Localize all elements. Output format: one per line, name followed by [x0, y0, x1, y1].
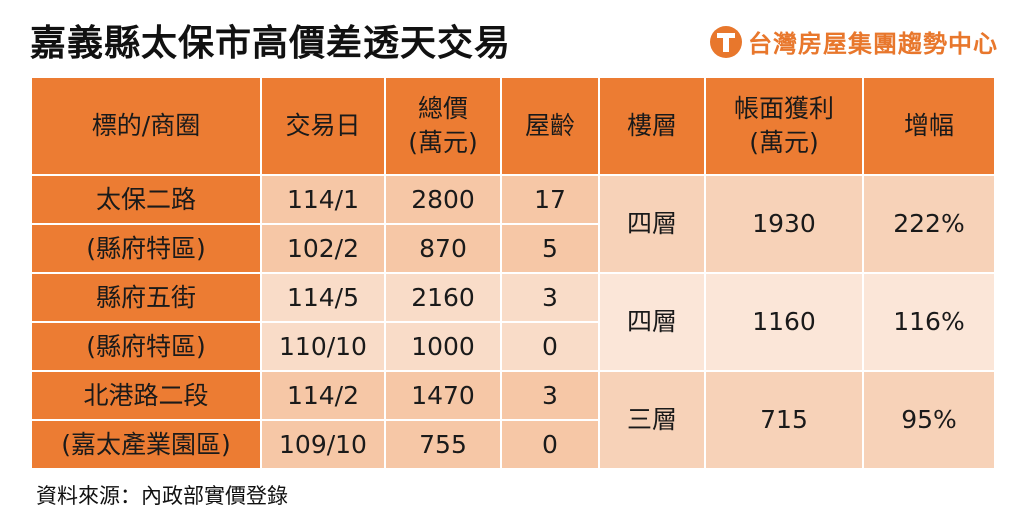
total-price: 2800: [384, 174, 502, 225]
header-profit-line1: 帳面獲利: [733, 94, 834, 124]
trade-date: 114/1: [260, 174, 386, 225]
header-increase: 增幅: [862, 76, 996, 176]
table-row: (縣府特區) 110/10 1000 0: [30, 321, 995, 372]
trade-date: 114/2: [260, 370, 386, 421]
header-profit: 帳面獲利 (萬元): [704, 76, 864, 176]
profit: 1930: [704, 174, 864, 274]
trade-date: 110/10: [260, 321, 386, 372]
profit: 715: [704, 370, 864, 470]
target-area: (嘉太產業園區): [30, 419, 262, 470]
table-row: 北港路二段 114/2 1470 3 三層 715 95%: [30, 370, 996, 470]
floors: 四層: [598, 174, 706, 274]
target-area: (縣府特區): [30, 321, 262, 372]
total-price: 870: [384, 223, 502, 274]
brand-name: 台灣房屋集團趨勢中心: [748, 30, 998, 58]
data-source-note: 資料來源：內政部實價登錄: [36, 484, 288, 508]
total-price: 755: [384, 419, 502, 470]
table-header-row: 標的/商圈 交易日 總價 (萬元) 屋齡 樓層 帳面獲利 (萬元) 增幅: [30, 76, 996, 176]
page-title: 嘉義縣太保市高價差透天交易: [30, 23, 512, 64]
t-logo-icon: [710, 25, 742, 58]
profit: 1160: [704, 272, 864, 372]
table-row: 太保二路 114/1 2800 17 四層 1930 222%: [30, 174, 996, 274]
transaction-table: 標的/商圈 交易日 總價 (萬元) 屋齡 樓層 帳面獲利 (萬元) 增幅 太保二…: [30, 76, 996, 470]
house-age: 0: [500, 419, 600, 470]
table-row: (縣府特區) 102/2 870 5: [30, 223, 995, 274]
floors: 三層: [598, 370, 706, 470]
header-price-line2: (萬元): [408, 128, 478, 157]
increase: 222%: [862, 174, 996, 274]
trade-date: 114/5: [260, 272, 386, 323]
table-row: (嘉太產業園區) 109/10 755 0: [30, 419, 995, 470]
floors: 四層: [598, 272, 706, 372]
trade-date: 109/10: [260, 419, 386, 470]
house-age: 5: [500, 223, 600, 274]
brand-logo: 台灣房屋集團趨勢中心: [710, 24, 998, 59]
total-price: 1000: [384, 321, 502, 372]
header-age: 屋齡: [500, 76, 600, 176]
header-date: 交易日: [260, 76, 386, 176]
house-age: 17: [500, 174, 600, 225]
total-price: 1470: [384, 370, 502, 421]
house-age: 3: [500, 370, 600, 421]
header-floors: 樓層: [598, 76, 706, 176]
increase: 95%: [862, 370, 996, 470]
target-name: 北港路二段: [30, 370, 262, 421]
house-age: 0: [500, 321, 600, 372]
trade-date: 102/2: [260, 223, 386, 274]
target-name: 縣府五街: [30, 272, 262, 323]
house-age: 3: [500, 272, 600, 323]
table-row: 縣府五街 114/5 2160 3 四層 1160 116%: [30, 272, 996, 372]
header-price: 總價 (萬元): [384, 76, 502, 176]
header-profit-line2: (萬元): [749, 128, 819, 157]
total-price: 2160: [384, 272, 502, 323]
target-area: (縣府特區): [30, 223, 262, 274]
target-name: 太保二路: [30, 174, 262, 225]
increase: 116%: [862, 272, 996, 372]
header-target: 標的/商圈: [30, 76, 262, 176]
header-price-line1: 總價: [417, 94, 468, 124]
